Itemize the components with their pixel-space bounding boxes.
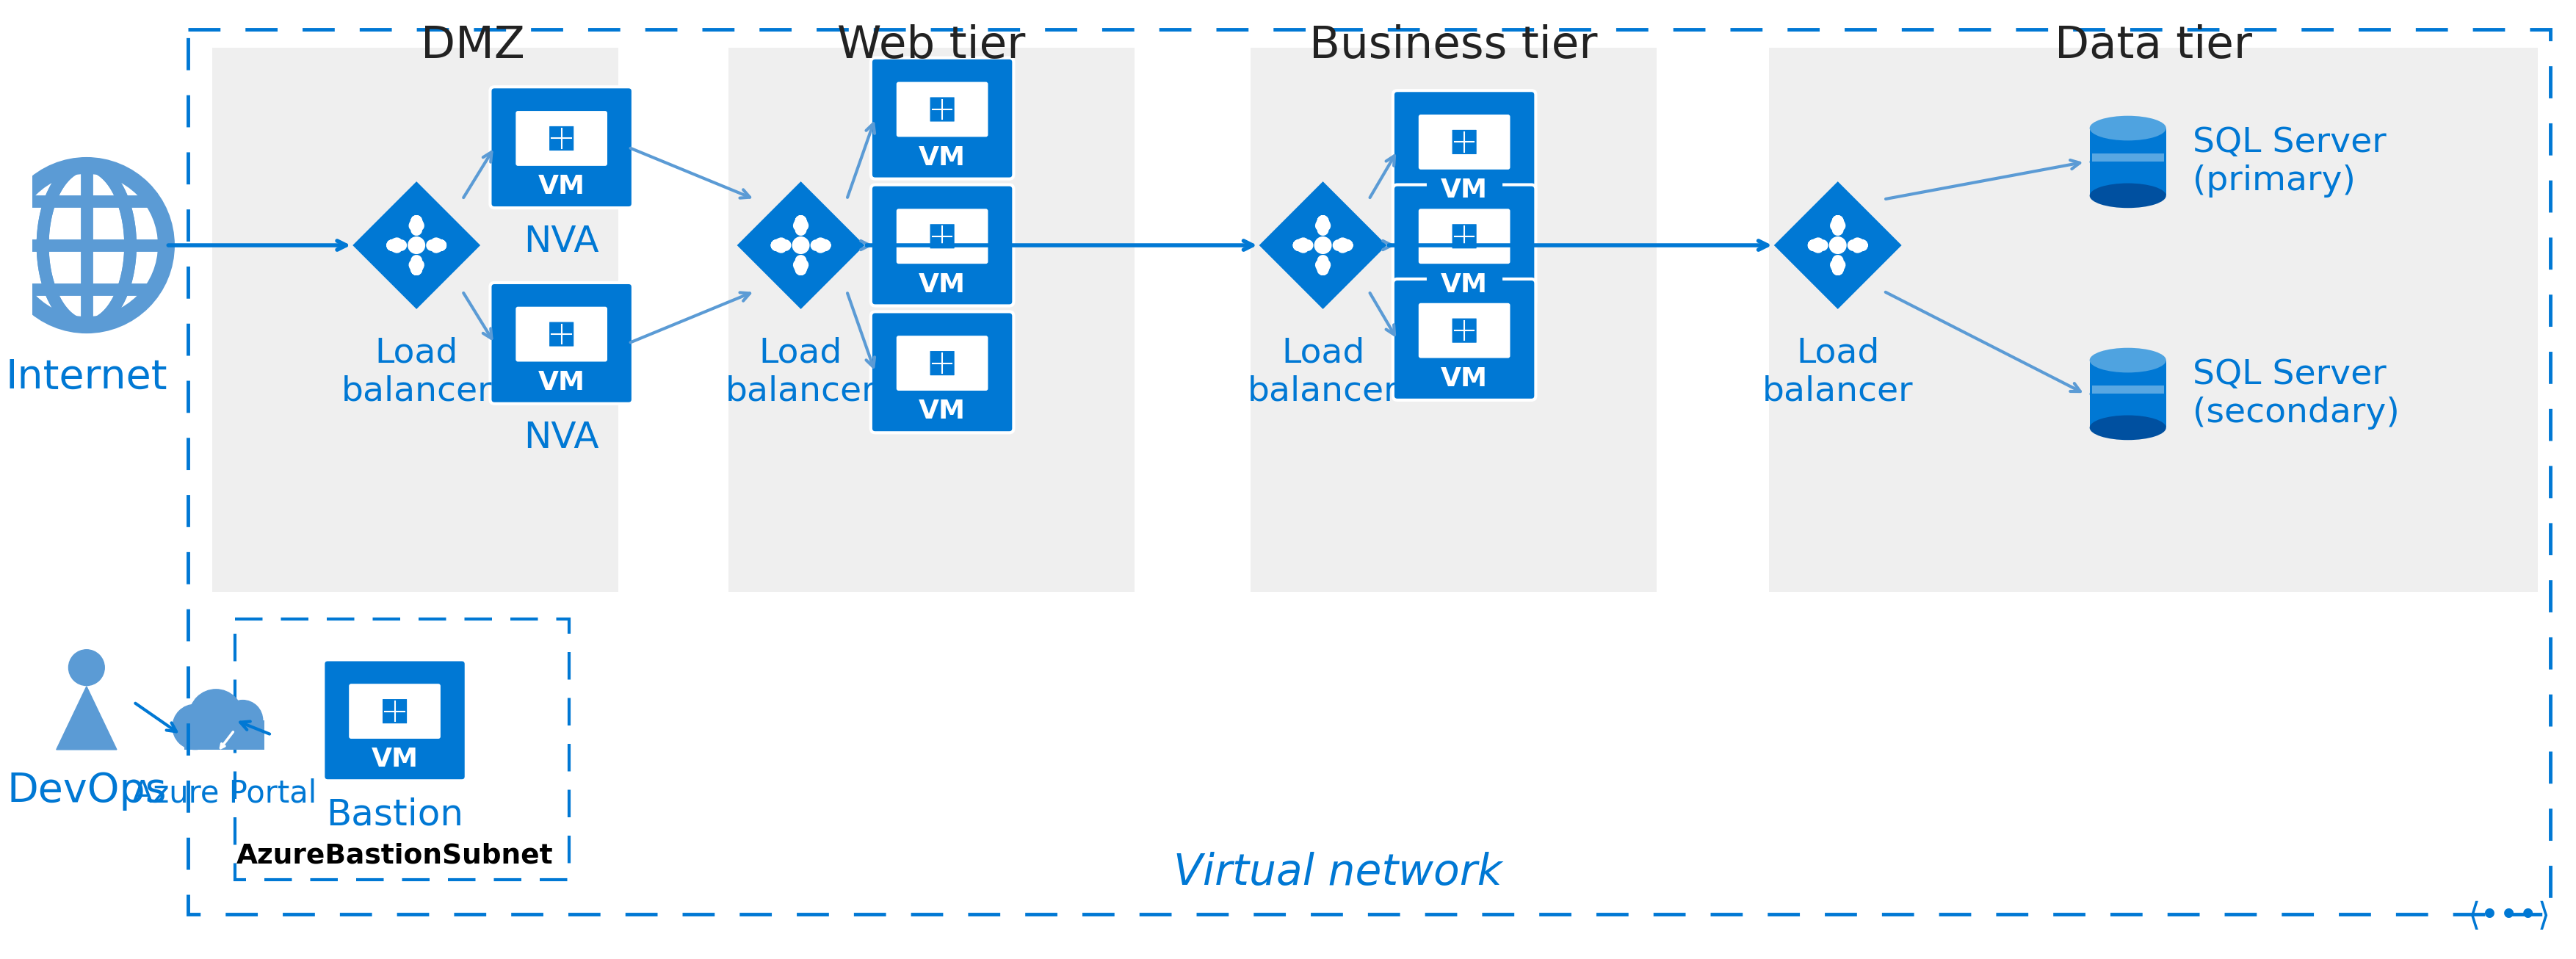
FancyBboxPatch shape <box>1450 317 1476 343</box>
Circle shape <box>793 237 809 253</box>
FancyBboxPatch shape <box>896 209 989 264</box>
FancyBboxPatch shape <box>2092 386 2164 394</box>
FancyBboxPatch shape <box>896 336 989 390</box>
Text: NVA: NVA <box>523 223 600 259</box>
FancyBboxPatch shape <box>2089 361 2166 428</box>
FancyBboxPatch shape <box>1419 303 1510 358</box>
FancyBboxPatch shape <box>930 223 956 249</box>
FancyBboxPatch shape <box>325 660 466 781</box>
FancyBboxPatch shape <box>1450 129 1476 155</box>
Ellipse shape <box>2089 183 2166 208</box>
Text: Business tier: Business tier <box>1309 24 1597 67</box>
FancyBboxPatch shape <box>185 720 265 749</box>
Text: SQL Server
(primary): SQL Server (primary) <box>2192 127 2388 198</box>
FancyBboxPatch shape <box>1419 114 1510 170</box>
FancyBboxPatch shape <box>348 684 440 738</box>
FancyBboxPatch shape <box>489 87 634 208</box>
FancyBboxPatch shape <box>930 350 956 376</box>
Circle shape <box>222 700 263 740</box>
Polygon shape <box>1260 181 1386 309</box>
Text: VM: VM <box>920 272 966 297</box>
Text: VM: VM <box>1440 366 1489 391</box>
Text: Internet: Internet <box>5 358 167 397</box>
Text: AzureBastionSubnet: AzureBastionSubnet <box>237 842 554 869</box>
Text: Bastion: Bastion <box>327 797 464 832</box>
FancyBboxPatch shape <box>930 97 956 123</box>
Polygon shape <box>737 181 866 309</box>
Bar <box>729 48 1133 592</box>
Text: Load
balancer: Load balancer <box>340 337 492 408</box>
Text: DMZ: DMZ <box>420 24 526 67</box>
Circle shape <box>188 690 242 743</box>
Text: Web tier: Web tier <box>837 24 1025 67</box>
FancyBboxPatch shape <box>2092 153 2164 162</box>
Bar <box>1249 48 1656 592</box>
FancyBboxPatch shape <box>549 321 574 347</box>
FancyBboxPatch shape <box>871 58 1012 179</box>
Ellipse shape <box>2089 415 2166 440</box>
Circle shape <box>173 705 216 749</box>
Text: VM: VM <box>371 747 417 772</box>
Text: VM: VM <box>1440 272 1489 297</box>
FancyBboxPatch shape <box>871 185 1012 306</box>
Text: ⟨•••⟩: ⟨•••⟩ <box>2468 901 2550 932</box>
FancyBboxPatch shape <box>489 283 634 404</box>
FancyBboxPatch shape <box>515 111 608 166</box>
Polygon shape <box>353 181 479 309</box>
Text: VM: VM <box>538 370 585 395</box>
Ellipse shape <box>2089 150 2166 175</box>
Text: VM: VM <box>920 399 966 424</box>
FancyBboxPatch shape <box>549 126 574 152</box>
Text: Virtual network: Virtual network <box>1172 852 1502 894</box>
FancyBboxPatch shape <box>2089 129 2166 196</box>
FancyBboxPatch shape <box>1419 209 1510 264</box>
Text: SQL Server
(secondary): SQL Server (secondary) <box>2192 359 2401 430</box>
FancyBboxPatch shape <box>1394 279 1535 400</box>
FancyBboxPatch shape <box>871 312 1012 433</box>
Polygon shape <box>57 687 116 750</box>
Text: NVA: NVA <box>523 420 600 455</box>
Circle shape <box>1314 237 1332 253</box>
Bar <box>234 619 569 879</box>
Text: VM: VM <box>1440 177 1489 203</box>
Circle shape <box>407 237 425 253</box>
FancyBboxPatch shape <box>515 307 608 362</box>
Bar <box>1770 48 2537 592</box>
FancyBboxPatch shape <box>381 698 407 724</box>
Circle shape <box>8 166 167 325</box>
Bar <box>211 48 618 592</box>
Ellipse shape <box>2089 116 2166 141</box>
Text: Load
balancer: Load balancer <box>726 337 876 408</box>
Text: Load
balancer: Load balancer <box>1762 337 1914 408</box>
FancyBboxPatch shape <box>1450 223 1476 249</box>
Text: Load
balancer: Load balancer <box>1247 337 1399 408</box>
FancyBboxPatch shape <box>896 82 989 137</box>
Text: VM: VM <box>920 145 966 170</box>
FancyBboxPatch shape <box>1394 185 1535 306</box>
Ellipse shape <box>2089 348 2166 373</box>
Text: DevOps: DevOps <box>8 771 167 810</box>
Text: Data tier: Data tier <box>2056 24 2251 67</box>
Circle shape <box>1829 237 1847 253</box>
FancyBboxPatch shape <box>1394 90 1535 212</box>
Circle shape <box>70 649 106 686</box>
Ellipse shape <box>2089 382 2166 407</box>
Polygon shape <box>1775 181 1901 309</box>
Text: Azure Portal: Azure Portal <box>131 779 317 809</box>
Text: VM: VM <box>538 175 585 199</box>
